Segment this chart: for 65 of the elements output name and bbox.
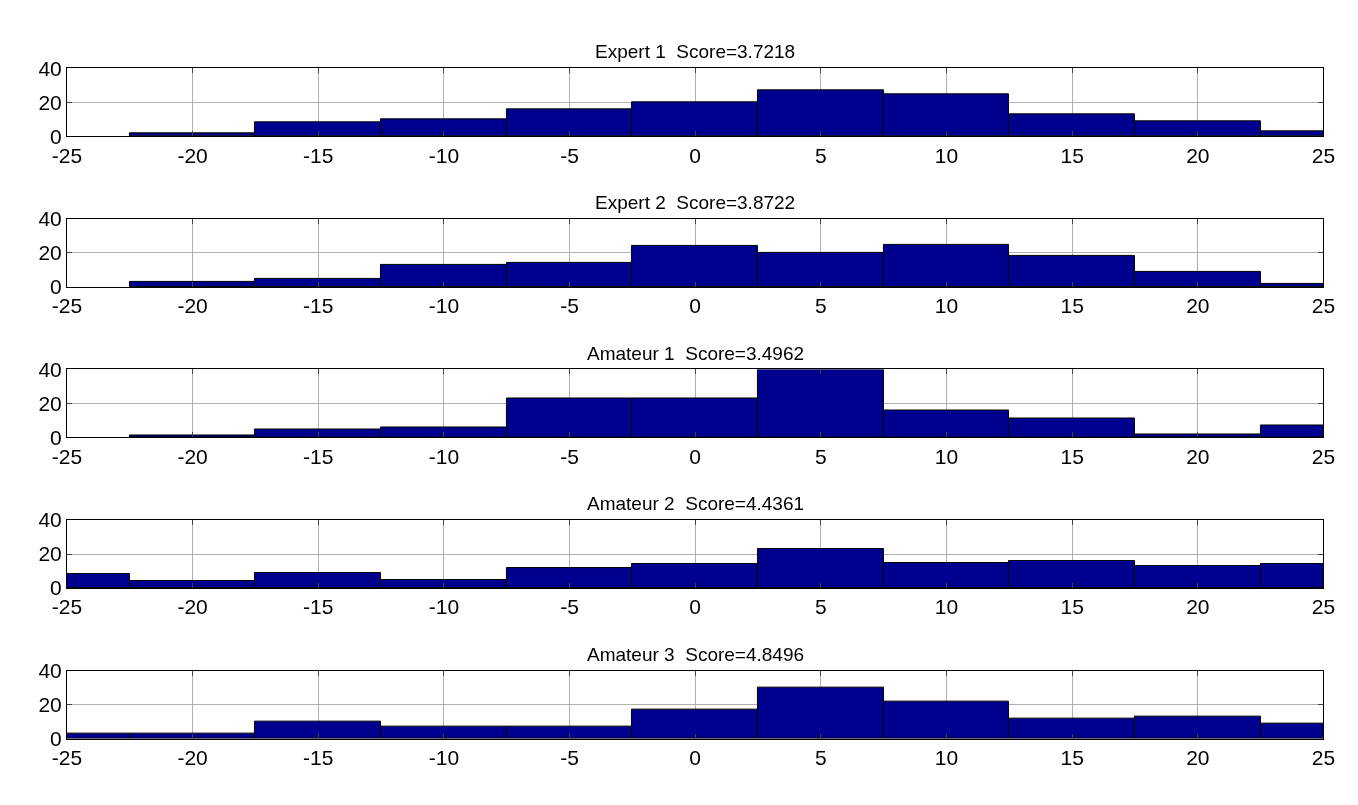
x-tick-label: 5 — [815, 444, 827, 468]
x-tick-label: -5 — [560, 143, 579, 167]
x-tick-label: 10 — [934, 294, 959, 318]
x-tick-label: -10 — [428, 745, 460, 769]
x-tick-label: -20 — [177, 143, 208, 167]
x-tick-label: -20 — [177, 595, 208, 619]
y-tick-label: 40 — [38, 357, 62, 381]
y-tick-label: 20 — [38, 241, 62, 265]
x-tick-label: -10 — [428, 143, 460, 167]
x-tick-label: 15 — [1060, 294, 1084, 318]
y-tick-label: 40 — [38, 658, 62, 682]
x-tick-label: 15 — [1060, 143, 1084, 167]
x-tick-label: -15 — [303, 143, 334, 167]
x-tick-label: -15 — [303, 745, 334, 769]
x-tick-label: 10 — [934, 745, 959, 769]
x-tick-label: 20 — [1186, 595, 1210, 619]
chart-title: Amateur 3 Score=4.8496 — [587, 644, 805, 665]
x-tick-label: -20 — [177, 745, 208, 769]
x-tick-label: 0 — [689, 595, 702, 619]
y-tick-label: 20 — [38, 90, 62, 114]
x-tick-label: 25 — [1311, 444, 1336, 468]
x-tick-label: 15 — [1060, 444, 1084, 468]
x-tick-label: 5 — [815, 595, 827, 619]
x-tick-label: 0 — [689, 143, 702, 167]
x-tick-label: 20 — [1186, 745, 1210, 769]
x-tick-label: 5 — [815, 745, 827, 769]
chart-title: Expert 2 Score=3.8722 — [595, 192, 796, 213]
x-tick-label: -5 — [560, 294, 579, 318]
x-tick-label: -10 — [428, 294, 460, 318]
x-tick-label: 25 — [1311, 143, 1336, 167]
x-tick-label: 0 — [689, 444, 702, 468]
x-tick-label: -20 — [177, 444, 208, 468]
y-tick-label: 40 — [38, 508, 62, 532]
x-tick-label: 20 — [1186, 444, 1210, 468]
x-tick-label: 10 — [934, 143, 959, 167]
x-tick-label: -20 — [177, 294, 208, 318]
x-tick-label: -15 — [303, 595, 334, 619]
x-tick-label: -5 — [560, 444, 579, 468]
chart-title: Amateur 2 Score=4.4361 — [587, 493, 805, 514]
x-tick-label: -10 — [428, 595, 460, 619]
x-tick-label: 10 — [934, 595, 959, 619]
x-tick-label: -10 — [428, 444, 460, 468]
x-tick-label: 15 — [1060, 595, 1084, 619]
x-tick-label: 10 — [934, 444, 959, 468]
y-tick-label: 40 — [38, 56, 62, 80]
x-tick-label: 25 — [1311, 745, 1336, 769]
x-tick-label: 25 — [1311, 294, 1336, 318]
y-tick-label: 20 — [38, 542, 62, 566]
x-tick-label: 15 — [1060, 745, 1084, 769]
x-tick-label: 5 — [815, 143, 827, 167]
y-tick-label: 20 — [38, 391, 62, 415]
x-tick-label: 20 — [1186, 294, 1210, 318]
x-tick-label: 5 — [815, 294, 827, 318]
chart-title: Amateur 1 Score=3.4962 — [587, 343, 805, 364]
x-tick-label: 25 — [1311, 595, 1336, 619]
x-tick-label: 20 — [1186, 143, 1210, 167]
x-tick-label: -15 — [303, 444, 334, 468]
y-tick-label: 40 — [38, 207, 62, 231]
x-tick-label: -5 — [560, 745, 579, 769]
x-tick-label: -5 — [560, 595, 579, 619]
x-tick-label: -15 — [303, 294, 334, 318]
x-tick-label: 0 — [689, 294, 702, 318]
chart-title: Expert 1 Score=3.7218 — [595, 41, 796, 62]
x-tick-label: 0 — [689, 745, 702, 769]
y-tick-label: 20 — [38, 692, 62, 716]
